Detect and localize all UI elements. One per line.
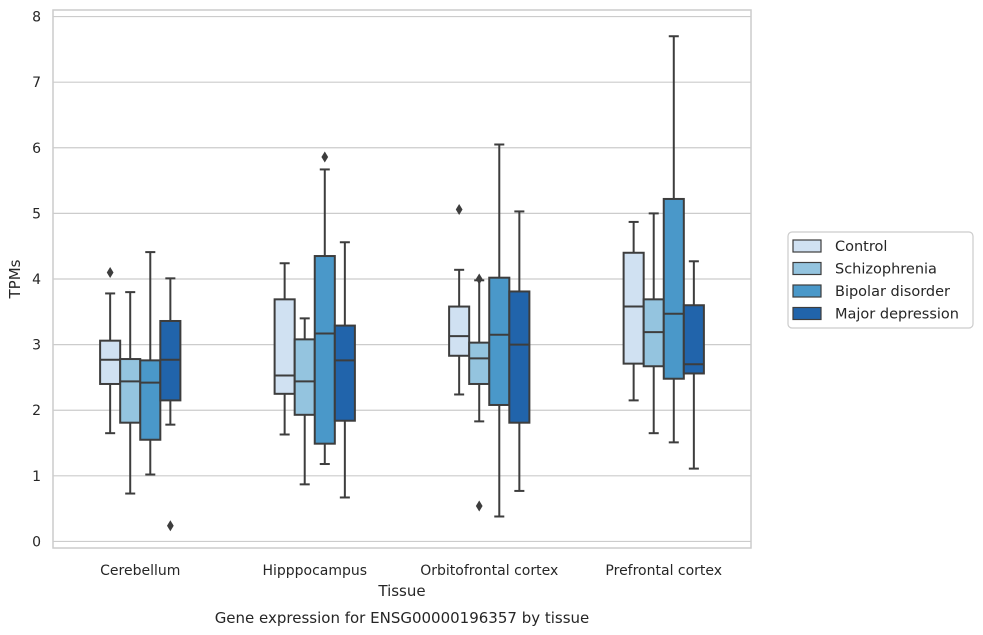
y-axis-label: TPMs [6,259,24,299]
box-major-depression [333,241,356,499]
legend: Control Schizophrenia Bipolar disorder Majo… [787,231,974,329]
outlier-point [106,266,114,278]
iqr-box [313,255,336,445]
legend-label: Bipolar disorder [835,284,950,300]
outlier-point [475,273,483,285]
iqr-box [333,324,356,422]
box-major-depression [159,277,182,532]
iqr-box [682,304,705,375]
iqr-box [273,298,296,395]
x-tick-label: Hipppocampus [262,563,367,579]
legend-label: Schizophrenia [835,262,937,278]
y-tick-label: 1 [32,469,41,485]
plot-frame [52,9,752,549]
box-schizophrenia [293,317,316,486]
y-tick-label: 7 [32,75,41,91]
iqr-box [99,339,122,385]
legend-frame [787,231,974,329]
legend-swatch [792,306,822,321]
y-tick-label: 5 [32,206,41,222]
box-control [99,266,122,435]
chart-title: Gene expression for ENSG00000196357 by t… [215,609,590,627]
outlier-point [475,500,483,512]
y-tick-label: 4 [32,272,41,288]
box-control [622,220,645,402]
legend-label: Control [835,239,887,255]
x-tick-label: Orbitofrontal cortex [420,563,558,579]
box-control [273,262,296,436]
y-tick-label: 6 [32,141,41,157]
box-bipolar-disorder [662,35,685,444]
iqr-box [293,338,316,416]
box-bipolar-disorder [313,151,336,466]
box-control [448,203,471,396]
x-tick-label: Prefrontal cortex [605,563,722,579]
iqr-box [119,358,142,424]
box-major-depression [682,260,705,470]
y-tick-label: 3 [32,338,41,354]
y-tick-label: 0 [32,534,41,550]
iqr-box [662,197,685,380]
iqr-box [508,290,531,424]
y-tick-label: 2 [32,403,41,419]
legend-swatch [792,284,822,298]
outlier-point [166,520,174,532]
legend-swatch [792,239,822,253]
iqr-box [488,276,511,406]
iqr-box [448,305,471,357]
box-schizophrenia [119,291,142,495]
iqr-box [622,251,645,365]
grid [53,15,751,543]
box-bipolar-disorder [488,143,511,518]
box-groups [99,35,705,532]
x-tick-label: Cerebellum [100,563,180,579]
x-axis-label: Tissue [377,582,425,600]
y-tick-label: 8 [32,10,41,26]
iqr-box [139,359,162,441]
outlier-point [455,203,463,215]
legend-swatch [792,261,822,276]
legend-label: Major depression [835,307,959,323]
iqr-box [468,341,491,385]
outlier-point [321,151,329,163]
y-axis-ticks: 0 1 2 3 4 5 6 7 8 [32,10,41,551]
box-schizophrenia [642,212,665,435]
box-bipolar-disorder [139,251,162,476]
box-major-depression [508,210,531,492]
x-axis-ticks: Cerebellum Hipppocampus Orbitofrontal cort… [100,563,722,579]
